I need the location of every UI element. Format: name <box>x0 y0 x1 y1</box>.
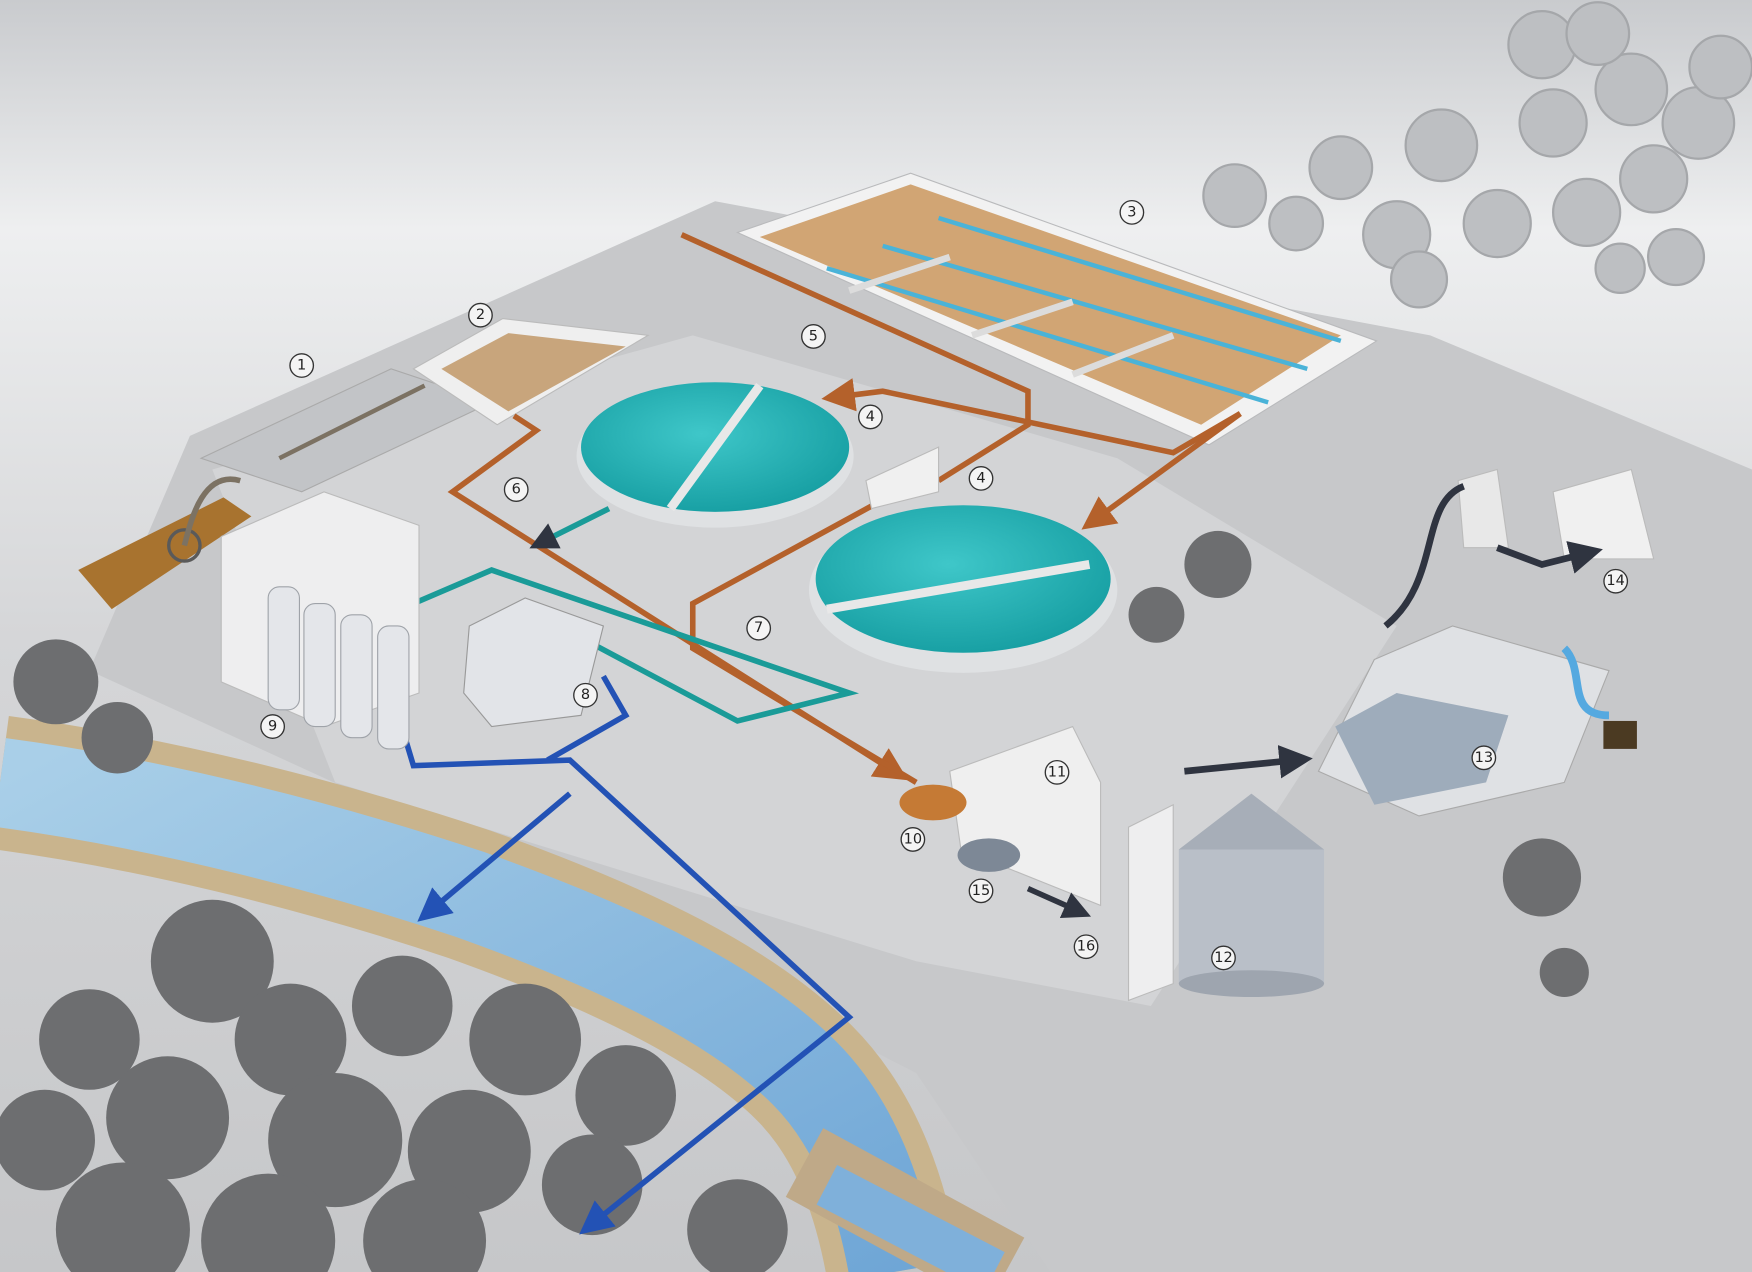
marker: 10 <box>900 827 926 852</box>
marker: 9 <box>260 714 286 739</box>
marker: 15 <box>968 878 994 904</box>
marker-label: 11 <box>1048 764 1066 780</box>
marker: 1 <box>289 353 315 378</box>
marker-label: 8 <box>581 687 590 703</box>
marker: 4 <box>968 465 994 491</box>
marker: 14 <box>1603 568 1629 594</box>
marker: 8 <box>573 682 598 708</box>
marker: 2 <box>468 302 493 328</box>
marker: 16 <box>1073 934 1099 960</box>
marker: 5 <box>801 324 826 349</box>
marker-label: 10 <box>904 831 922 847</box>
marker-label: 16 <box>1077 939 1095 955</box>
marker-label: 4 <box>976 470 985 486</box>
marker: 7 <box>746 615 772 641</box>
marker-label: 7 <box>754 620 763 636</box>
marker: 6 <box>503 477 529 502</box>
marker: 11 <box>1044 759 1070 785</box>
marker-label: 14 <box>1606 573 1624 589</box>
marker-label: 15 <box>972 883 990 899</box>
marker-label: 5 <box>809 328 818 344</box>
marker: 12 <box>1211 945 1236 971</box>
marker-label: 6 <box>512 482 521 498</box>
marker-label: 9 <box>268 719 277 735</box>
marker-label: 12 <box>1214 950 1232 966</box>
marker-label: 2 <box>476 307 485 323</box>
marker-label: 3 <box>1127 204 1136 220</box>
marker: 3 <box>1119 199 1145 225</box>
marker: 4 <box>858 404 883 430</box>
marker-label: 4 <box>866 409 875 425</box>
marker-label: 1 <box>297 358 306 374</box>
marker-label: 13 <box>1475 750 1493 766</box>
markers: 1 2 3 4 4 5 6 7 8 9 10 11 12 13 14 15 16 <box>260 199 1629 971</box>
marker: 13 <box>1471 745 1497 771</box>
